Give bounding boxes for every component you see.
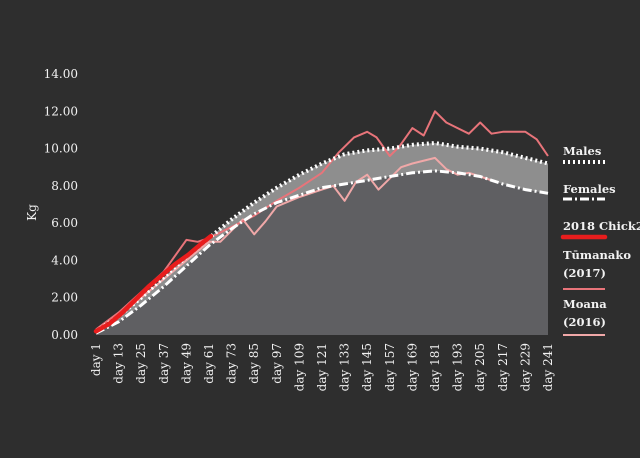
x-tick-label: day 133: [338, 343, 352, 391]
line-females: [95, 169, 549, 335]
x-tick-label: day 25: [134, 343, 148, 384]
y-tick-label: 12.00: [44, 104, 78, 118]
x-tick-label: day 109: [292, 343, 306, 391]
y-tick-label: 8.00: [51, 179, 78, 193]
x-tick-label: day 157: [383, 343, 397, 391]
line-2018-chick2: [93, 233, 214, 334]
x-tick-label: day 85: [247, 343, 261, 384]
area-fills: [96, 143, 548, 335]
line-t-manako-2017: [95, 110, 549, 331]
y-axis: 0.00 2.00 4.00 6.00 8.00 10.00 12.00 14.00: [44, 67, 78, 342]
x-tick-label: day 193: [451, 343, 465, 391]
y-tick-label: 6.00: [51, 216, 78, 230]
y-tick-label: 14.00: [44, 67, 78, 81]
y-tick-label: 4.00: [51, 253, 78, 267]
legend-label-t-manako-2017: Tūmanako (2017): [563, 248, 631, 280]
x-tick-label: day 229: [518, 343, 532, 391]
legend-label-females: Females: [563, 182, 616, 196]
y-tick-label: 2.00: [51, 291, 78, 305]
x-axis: day 1 day 13 day 25 day 37 day 49 day 61 day 7…: [89, 343, 555, 391]
x-tick-label: day 217: [496, 343, 510, 391]
x-tick-label: day 73: [225, 343, 239, 384]
x-tick-label: day 169: [405, 343, 419, 391]
legend-label-moana-2016: Moana (2016): [563, 297, 607, 329]
legend-label-2018-chick2: 2018 Chick2: [563, 219, 640, 233]
x-tick-label: day 61: [202, 343, 216, 384]
x-tick-label: day 1: [89, 343, 103, 376]
legend-label-males: Males: [563, 144, 601, 158]
line-males: [94, 140, 549, 333]
x-tick-label: day 97: [270, 343, 284, 384]
x-tick-label: day 37: [157, 343, 171, 384]
area-females: [96, 170, 548, 335]
x-tick-label: day 145: [360, 343, 374, 391]
x-tick-label: day 121: [315, 343, 329, 391]
y-axis-label: Kg: [25, 204, 39, 221]
x-tick-label: day 181: [428, 343, 442, 391]
legend: Males Females 2018 Chick2 Tūmanako (2017) Moa…: [560, 144, 640, 336]
series-lines: [93, 110, 549, 335]
y-tick-label: 0.00: [51, 328, 78, 342]
x-tick-label: day 13: [112, 343, 126, 384]
x-tick-label: day 49: [179, 343, 193, 384]
x-tick-label: day 205: [473, 343, 487, 391]
x-tick-label: day 241: [541, 343, 555, 391]
y-tick-label: 10.00: [44, 142, 78, 156]
